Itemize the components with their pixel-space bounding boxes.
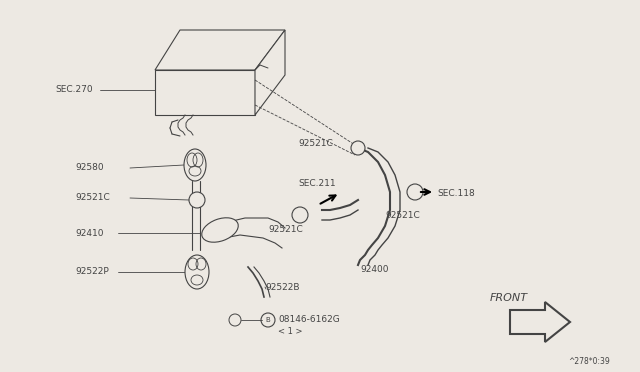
Polygon shape	[510, 302, 570, 342]
Ellipse shape	[202, 218, 238, 242]
Text: 92521C: 92521C	[268, 225, 303, 234]
Polygon shape	[155, 70, 255, 115]
Text: SEC.118: SEC.118	[437, 189, 475, 198]
Text: ^278*0:39: ^278*0:39	[568, 357, 610, 366]
Text: 92521C: 92521C	[385, 211, 420, 219]
Ellipse shape	[189, 192, 205, 208]
Ellipse shape	[407, 184, 423, 200]
Polygon shape	[255, 30, 285, 115]
Ellipse shape	[229, 314, 241, 326]
Ellipse shape	[351, 141, 365, 155]
Polygon shape	[155, 30, 285, 70]
Text: 92400: 92400	[360, 266, 388, 275]
Text: 92521C: 92521C	[298, 138, 333, 148]
Text: 92410: 92410	[75, 228, 104, 237]
Text: 92522B: 92522B	[265, 283, 300, 292]
Ellipse shape	[185, 255, 209, 289]
Text: B: B	[266, 317, 270, 323]
Text: 08146-6162G: 08146-6162G	[278, 315, 340, 324]
Text: FRONT: FRONT	[490, 293, 528, 303]
Text: 92521C: 92521C	[75, 193, 109, 202]
Text: 92522P: 92522P	[75, 267, 109, 276]
Ellipse shape	[184, 149, 206, 181]
Text: SEC.270: SEC.270	[55, 86, 93, 94]
Ellipse shape	[292, 207, 308, 223]
Text: 92580: 92580	[75, 164, 104, 173]
Text: < 1 >: < 1 >	[278, 327, 303, 336]
Text: SEC.211: SEC.211	[298, 179, 335, 187]
